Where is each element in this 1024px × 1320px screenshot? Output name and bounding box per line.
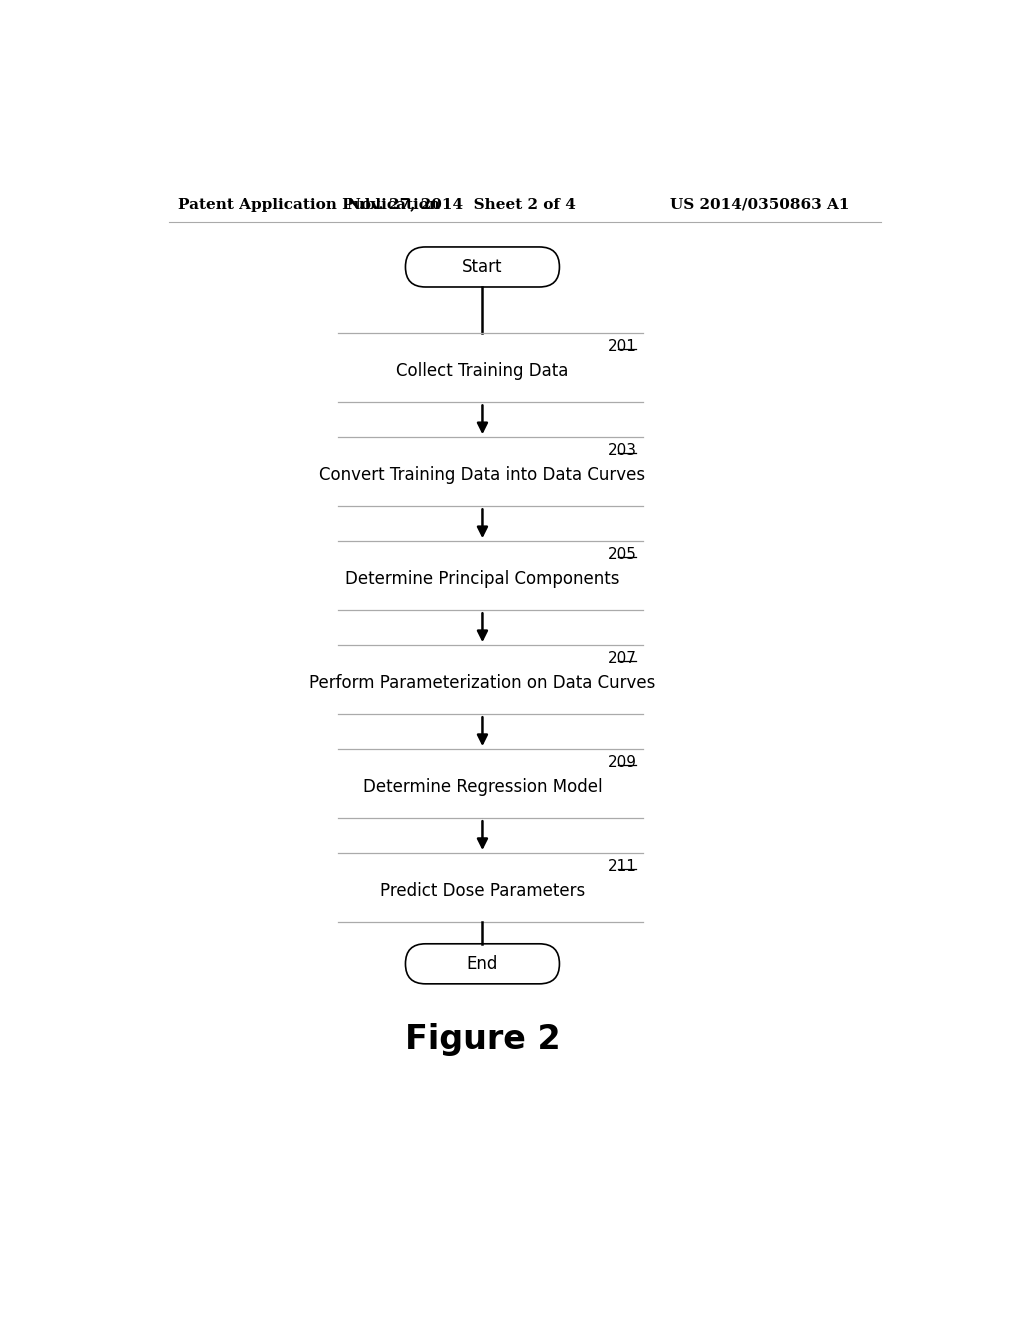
- Text: Predict Dose Parameters: Predict Dose Parameters: [380, 882, 585, 900]
- Text: 211: 211: [607, 858, 637, 874]
- Text: 203: 203: [607, 442, 637, 458]
- Text: Convert Training Data into Data Curves: Convert Training Data into Data Curves: [319, 466, 645, 484]
- Text: Collect Training Data: Collect Training Data: [396, 362, 568, 380]
- Text: Determine Regression Model: Determine Regression Model: [362, 777, 602, 796]
- Text: Perform Parameterization on Data Curves: Perform Parameterization on Data Curves: [309, 673, 655, 692]
- Text: 201: 201: [607, 339, 637, 354]
- FancyBboxPatch shape: [406, 247, 559, 286]
- Text: End: End: [467, 954, 498, 973]
- Text: 207: 207: [607, 651, 637, 665]
- Text: Patent Application Publication: Patent Application Publication: [178, 198, 440, 211]
- FancyBboxPatch shape: [406, 944, 559, 983]
- Text: Start: Start: [462, 257, 503, 276]
- Text: 209: 209: [607, 755, 637, 770]
- Text: Nov. 27, 2014  Sheet 2 of 4: Nov. 27, 2014 Sheet 2 of 4: [347, 198, 577, 211]
- Text: Determine Principal Components: Determine Principal Components: [345, 570, 620, 587]
- Text: Figure 2: Figure 2: [404, 1023, 560, 1056]
- Text: 205: 205: [607, 546, 637, 562]
- Text: US 2014/0350863 A1: US 2014/0350863 A1: [670, 198, 849, 211]
